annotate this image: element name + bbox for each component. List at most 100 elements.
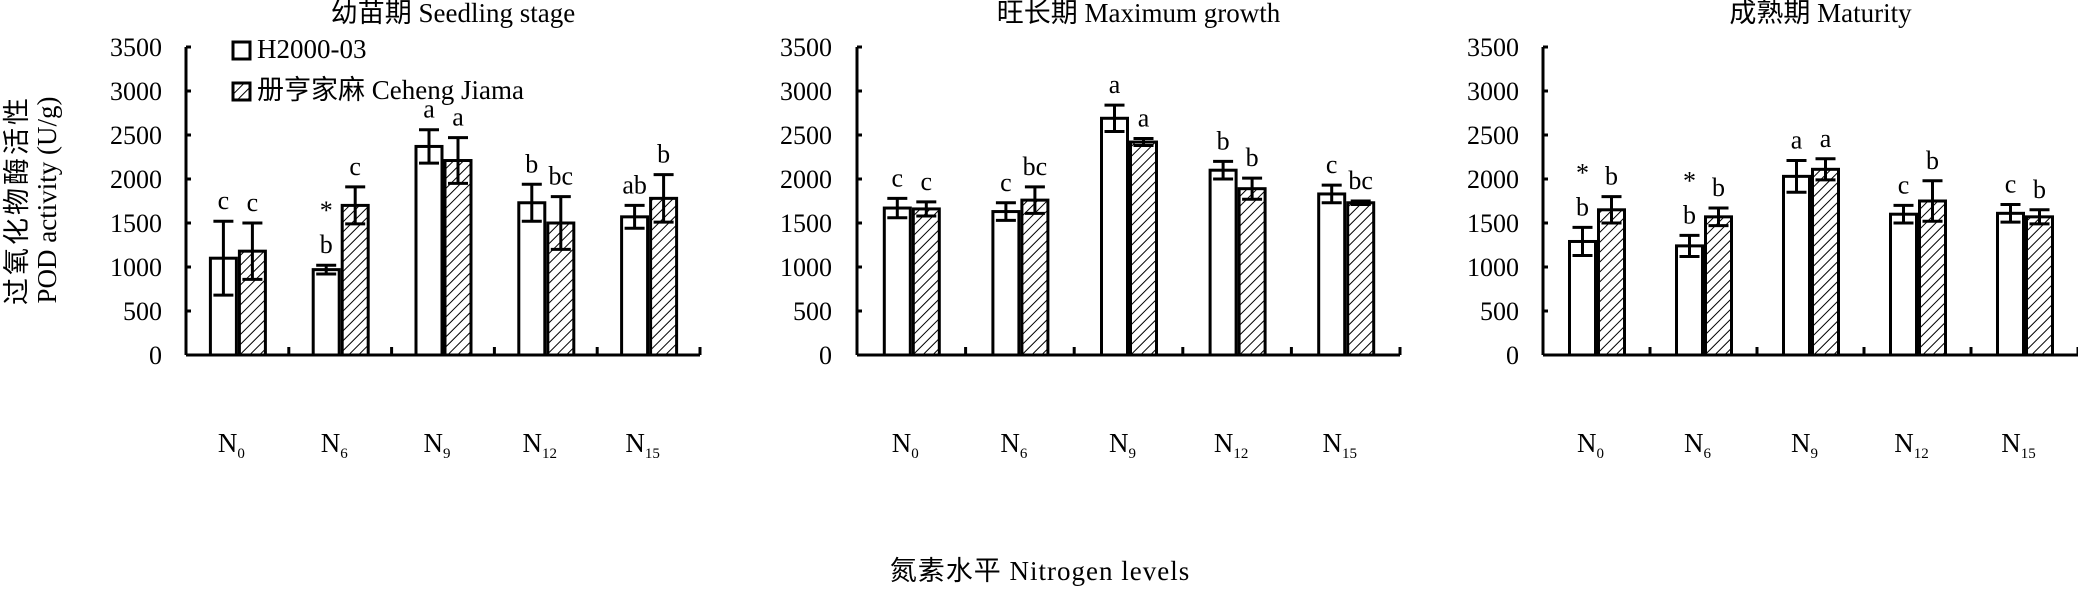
legend: H2000-03 册亨家麻 Ceheng Jiama [231,34,524,105]
y-tick-label: 500 [793,297,832,326]
y-tick-label: 1500 [780,209,832,238]
significance-letter: ab [622,170,647,199]
significance-star: * [320,196,333,225]
x-tick-label: N6 [1684,428,1712,462]
y-axis-label-en: POD activity (U/g) [32,97,62,304]
legend-label-ceheng: 册亨家麻 Ceheng Jiama [257,75,524,105]
x-tick-label: N9 [424,428,451,462]
x-tick-label: N12 [523,428,558,462]
x-tick-subscript: 0 [911,446,919,462]
x-tick-subscript: 9 [443,446,451,462]
significance-letter: b [1576,192,1589,221]
y-tick-label: 3500 [780,33,832,62]
bar [991,210,1021,357]
bar [414,144,444,357]
panel-2: 成熟期 Maturity 0 500 1000 1500 2000 2500 3000 3500… [1467,0,2078,462]
legend-label-h2000: H2000-03 [257,34,367,64]
bar [1020,198,1050,357]
bar [911,207,941,357]
bar [1811,167,1840,357]
significance-letter: c [349,152,361,181]
x-tick-label: N9 [1109,428,1136,462]
x-tick-subscript: 6 [1704,446,1712,462]
y-tick-label: 2500 [780,121,832,150]
significance-star: * [1683,166,1696,195]
significance-letter: a [1109,70,1121,99]
bar [1597,208,1626,357]
legend-swatch-ceheng [231,81,252,102]
y-tick-label: 0 [149,341,162,370]
x-tick-label: N0 [218,428,245,462]
x-tick-subscript: 0 [237,446,245,462]
x-axis-title: 氮素水平 Nitrogen levels [890,556,1190,586]
x-tick-label: N6 [1000,428,1028,462]
y-axis-title: 过氧化物酶活性 POD activity (U/g) [2,95,62,305]
y-tick-label: 1500 [110,209,162,238]
y-tick-label: 2000 [1467,165,1519,194]
bar [1100,116,1129,357]
bar [311,268,341,357]
significance-letter: b [657,140,670,169]
significance-letter: bc [549,162,574,191]
significance-letter: b [2033,175,2046,204]
bar [1317,192,1347,357]
bar [2025,215,2054,357]
significance-letter: c [218,186,230,215]
x-tick-label: N12 [1214,428,1249,462]
y-tick-label: 1000 [780,253,832,282]
significance-letter: a [1820,124,1832,153]
y-tick-label: 3000 [780,77,832,106]
x-tick-subscript: 15 [645,446,660,462]
significance-letter: c [247,188,259,217]
bar [1129,140,1158,357]
significance-letter: a [1138,104,1150,133]
x-tick-label: N12 [1894,428,1929,462]
x-tick-label: N9 [1791,428,1818,462]
y-tick-label: 500 [1480,297,1519,326]
significance-letter: b [320,230,333,259]
bar [1568,239,1597,357]
bar [1996,211,2025,357]
y-tick-label: 2500 [110,121,162,150]
significance-letter: a [1791,126,1803,155]
x-tick-subscript: 12 [1914,446,1929,462]
significance-letter: c [1326,150,1338,179]
significance-letter: c [1000,168,1012,197]
x-tick-subscript: 6 [340,446,348,462]
y-tick-label: 1000 [1467,253,1519,282]
bar [620,215,650,357]
bar [1237,187,1267,357]
y-tick-label: 1500 [1467,209,1519,238]
x-tick-subscript: 12 [1233,446,1248,462]
x-tick-subscript: 9 [1811,446,1819,462]
significance-letter: bc [1023,152,1048,181]
significance-letter: b [525,149,538,178]
bar [1918,199,1947,357]
panel-0: 幼苗期 Seedling stage 0 500 1000 1500 2000 2500 30… [110,0,702,462]
panel-title: 成熟期 Maturity [1729,0,1912,28]
panel-title: 幼苗期 Seedling stage [331,0,575,28]
y-tick-label: 3500 [1467,33,1519,62]
significance-letter: b [1926,146,1939,175]
x-tick-label: N15 [625,428,660,462]
significance-letter: bc [1348,166,1373,195]
x-tick-subscript: 15 [2021,446,2036,462]
x-tick-subscript: 0 [1597,446,1605,462]
y-tick-label: 2500 [1467,121,1519,150]
panel-1: 旺长期 Maximum growth 0 500 1000 1500 2000 2500 30… [780,0,1402,462]
legend-swatch-h2000 [231,40,252,61]
x-tick-label: N6 [321,428,349,462]
significance-letter: b [1683,200,1696,229]
significance-letter: b [1246,143,1259,172]
bar [1675,244,1704,357]
x-tick-subscript: 6 [1020,446,1028,462]
bar [517,201,547,357]
bar [1889,212,1918,357]
significance-letter: b [1712,173,1725,202]
x-tick-subscript: 9 [1129,446,1137,462]
bar [1704,215,1733,357]
y-tick-label: 3000 [1467,77,1519,106]
x-tick-subscript: 15 [1342,446,1357,462]
significance-letter: c [921,167,933,196]
bar [1782,174,1811,357]
